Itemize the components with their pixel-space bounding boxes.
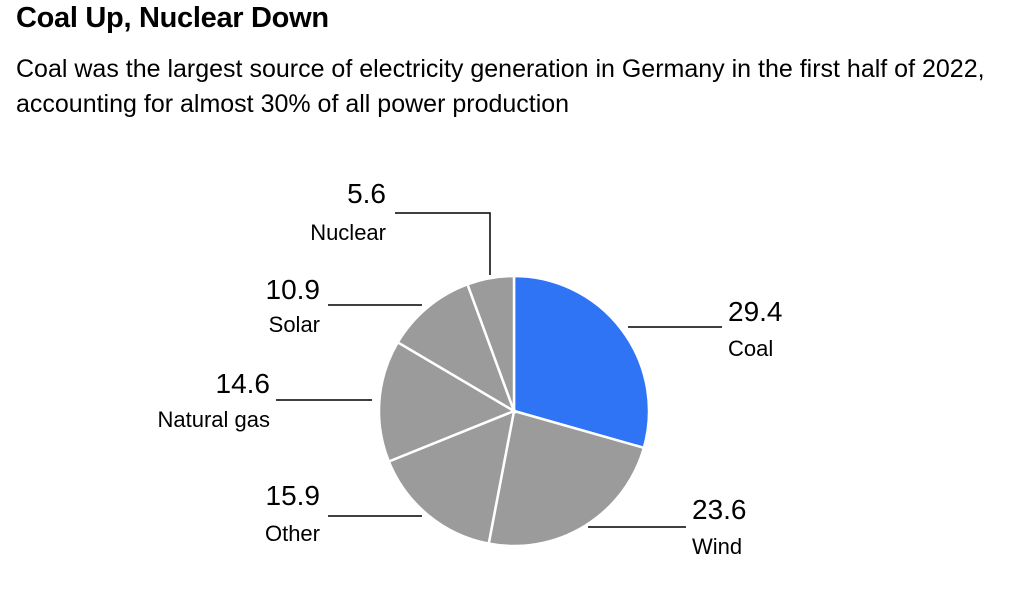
chart-title: Coal Up, Nuclear Down <box>16 2 329 34</box>
category-label-other: Other <box>265 521 320 546</box>
data-label-solar: 10.9 <box>266 274 321 305</box>
data-label-nuclear: 5.6 <box>347 178 386 209</box>
pie-slice-other <box>387 408 516 546</box>
pie-slice-coal <box>512 274 651 450</box>
chart-subtitle: Coal was the largest source of electrici… <box>16 55 985 118</box>
data-label-coal: 29.4 <box>728 296 783 327</box>
leader-line-nuclear <box>395 212 491 275</box>
data-label-wind: 23.6 <box>692 494 747 525</box>
pie-slice-nuclear <box>465 274 516 412</box>
pie-slice-solar <box>396 282 517 414</box>
data-label-other: 15.9 <box>266 480 321 511</box>
category-label-solar: Solar <box>269 312 320 337</box>
pie-slice-wind <box>487 409 646 548</box>
category-label-natural-gas: Natural gas <box>157 407 270 432</box>
category-label-nuclear: Nuclear <box>310 220 386 245</box>
category-label-wind: Wind <box>692 534 742 559</box>
category-label-coal: Coal <box>728 336 773 361</box>
pie-slice-natural-gas <box>377 340 517 464</box>
data-label-natural-gas: 14.6 <box>216 368 271 399</box>
